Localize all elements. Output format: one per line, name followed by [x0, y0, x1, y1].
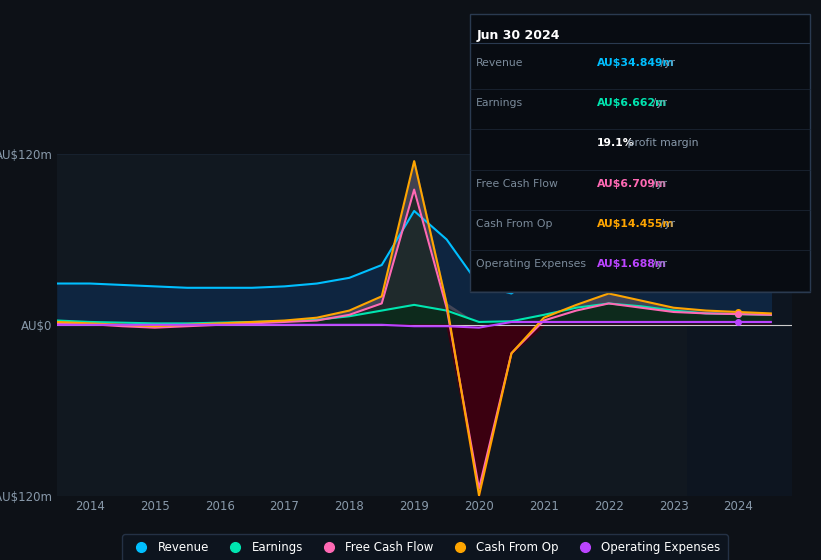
Text: /yr: /yr [649, 179, 667, 189]
Legend: Revenue, Earnings, Free Cash Flow, Cash From Op, Operating Expenses: Revenue, Earnings, Free Cash Flow, Cash … [122, 534, 727, 560]
Text: /yr: /yr [649, 98, 667, 108]
Text: AU$14.455m: AU$14.455m [597, 219, 675, 229]
Text: Cash From Op: Cash From Op [476, 219, 553, 229]
Text: 19.1%: 19.1% [597, 138, 635, 148]
Text: AU$34.849m: AU$34.849m [597, 58, 675, 68]
Text: Free Cash Flow: Free Cash Flow [476, 179, 558, 189]
Text: Jun 30 2024: Jun 30 2024 [476, 29, 560, 42]
Text: /yr: /yr [657, 58, 675, 68]
Text: AU$1.688m: AU$1.688m [597, 259, 667, 269]
Text: Operating Expenses: Operating Expenses [476, 259, 586, 269]
Text: Revenue: Revenue [476, 58, 524, 68]
Text: /yr: /yr [657, 219, 675, 229]
Text: AU$6.709m: AU$6.709m [597, 179, 667, 189]
Text: Earnings: Earnings [476, 98, 523, 108]
Bar [686, 154, 792, 496]
Text: AU$6.662m: AU$6.662m [597, 98, 667, 108]
Text: profit margin: profit margin [624, 138, 699, 148]
Text: /yr: /yr [649, 259, 667, 269]
